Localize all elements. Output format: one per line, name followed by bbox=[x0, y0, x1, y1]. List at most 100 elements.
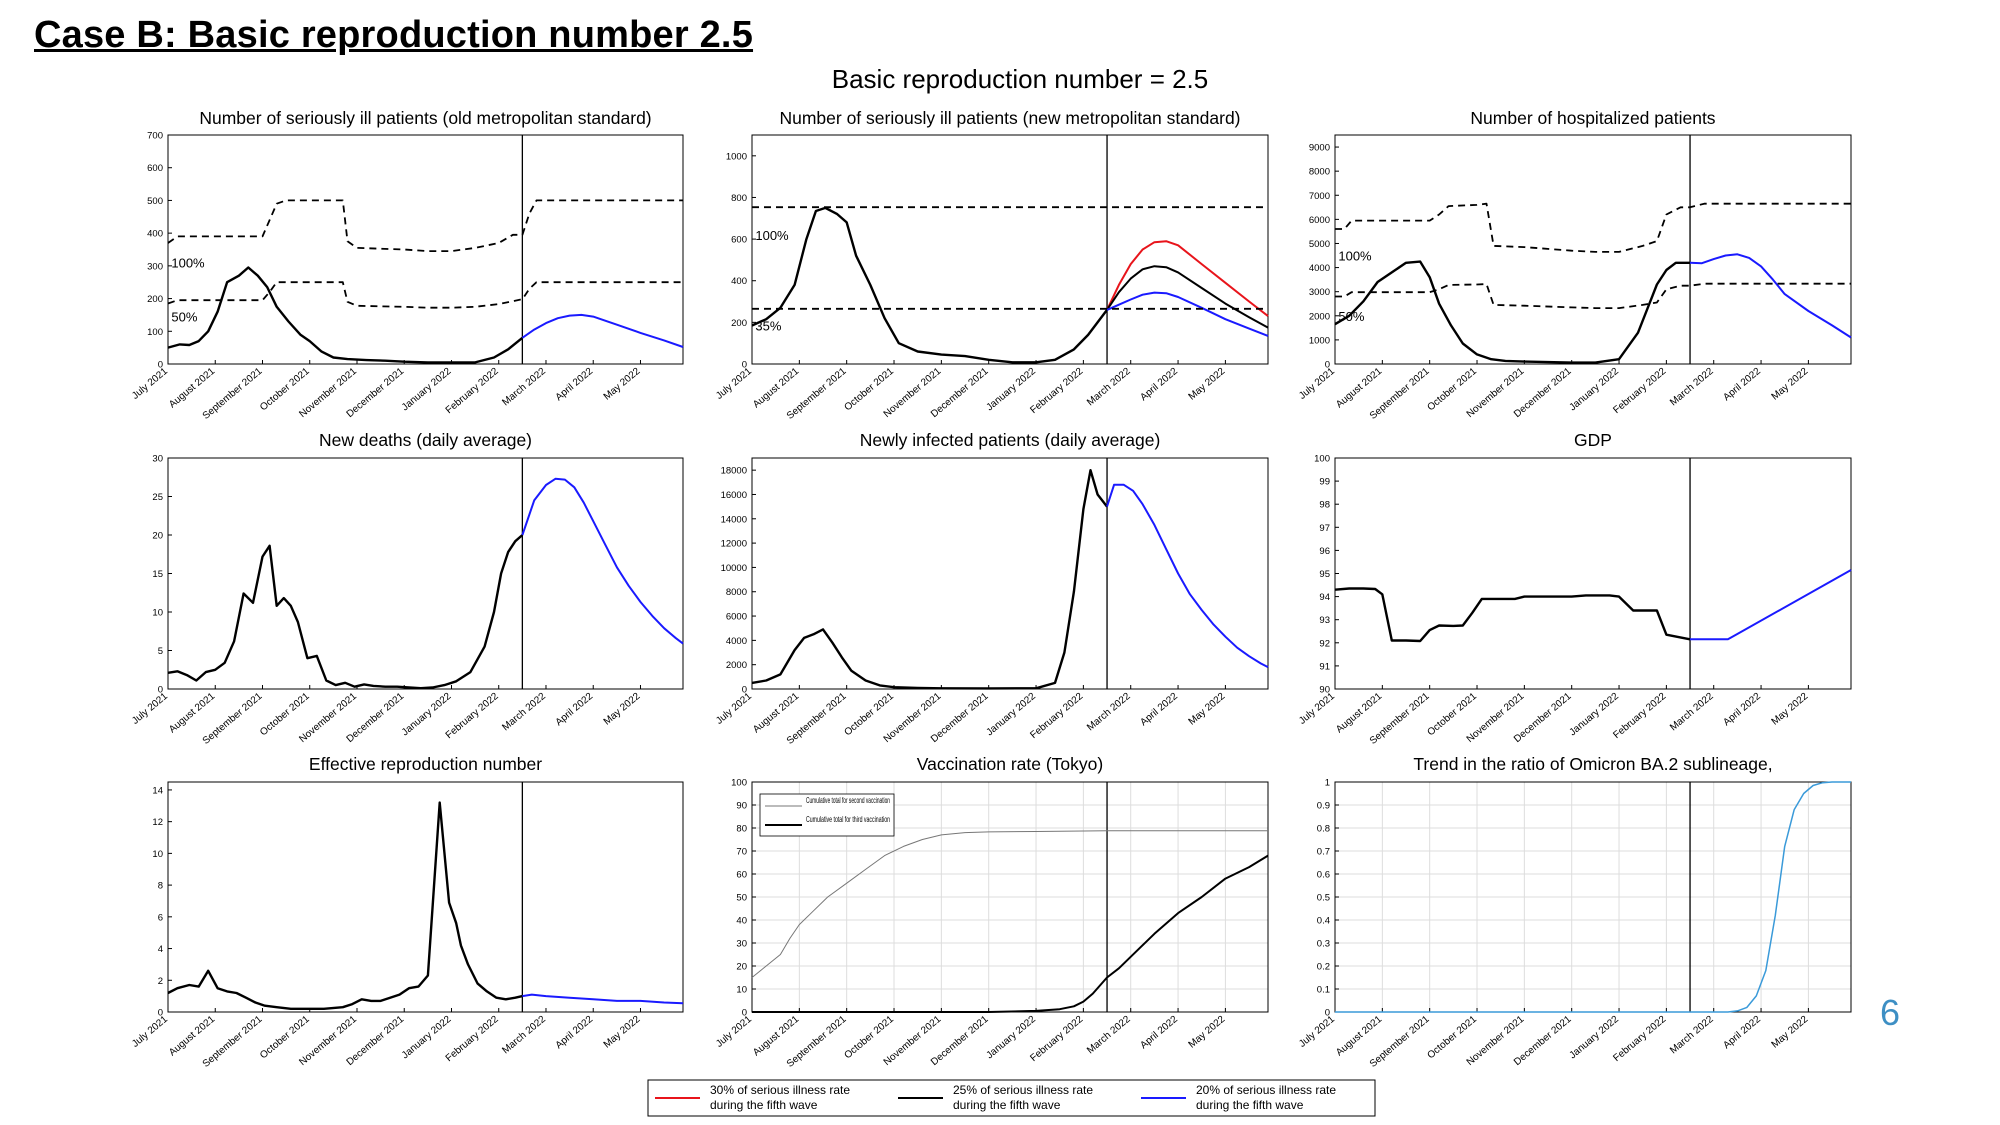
y-tick-label: 2000 bbox=[726, 660, 747, 671]
y-tick-label: 98 bbox=[1319, 500, 1330, 511]
chart-title: New deaths (daily average) bbox=[319, 430, 532, 450]
y-tick-label: 80 bbox=[736, 824, 747, 835]
x-tick-label: May 2022 bbox=[602, 366, 643, 403]
y-tick-label: 14000 bbox=[721, 514, 747, 525]
y-tick-label: 0 bbox=[1325, 1008, 1330, 1019]
y-tick-label: 8000 bbox=[1309, 167, 1330, 178]
threshold-annotation: 35% bbox=[755, 318, 781, 333]
y-tick-label: 600 bbox=[147, 163, 163, 174]
x-tick-label: March 2022 bbox=[1085, 691, 1133, 734]
series-threshold-50 bbox=[167, 281, 683, 309]
threshold-annotation: 100% bbox=[755, 228, 789, 243]
page-number: 6 bbox=[1880, 992, 1901, 1033]
y-tick-label: 97 bbox=[1319, 523, 1330, 534]
chart-title: Number of seriously ill patients (old me… bbox=[199, 108, 651, 128]
y-tick-label: 90 bbox=[736, 801, 747, 812]
y-tick-label: 700 bbox=[147, 131, 163, 142]
series-forecast-20 bbox=[1690, 569, 1852, 641]
y-tick-label: 99 bbox=[1319, 477, 1330, 488]
y-tick-label: 90 bbox=[1319, 685, 1330, 696]
x-tick-label: March 2022 bbox=[1085, 366, 1133, 409]
chart-title: Newly infected patients (daily average) bbox=[860, 430, 1161, 450]
x-tick-label: March 2022 bbox=[500, 1014, 548, 1057]
y-tick-label: 12 bbox=[152, 817, 163, 828]
y-tick-label: 100 bbox=[731, 778, 747, 789]
series-forecast-20 bbox=[1689, 253, 1852, 339]
y-tick-label: 5000 bbox=[1309, 239, 1330, 250]
x-tick-label: July 2021 bbox=[130, 1014, 170, 1050]
y-tick-label: 20 bbox=[152, 531, 163, 542]
x-tick-label: March 2022 bbox=[1668, 366, 1716, 409]
threshold-annotation: 50% bbox=[1338, 309, 1364, 324]
y-tick-label: 0.2 bbox=[1317, 962, 1330, 973]
plot-frame bbox=[167, 457, 684, 690]
series-forecast-30 bbox=[1106, 240, 1269, 317]
y-tick-label: 0 bbox=[742, 1008, 747, 1019]
y-tick-label: 16000 bbox=[721, 490, 747, 501]
y-tick-label: 10000 bbox=[721, 563, 747, 574]
chart-5: Newly infected patients (daily average) 0… bbox=[714, 430, 1269, 747]
chart-2: Number of seriously ill patients (new me… bbox=[714, 108, 1269, 422]
y-tick-label: 96 bbox=[1319, 546, 1330, 557]
y-tick-label: 0.6 bbox=[1317, 870, 1330, 881]
threshold-annotation: 100% bbox=[1338, 249, 1372, 264]
legend-label-line2: during the fifth wave bbox=[710, 1098, 818, 1112]
y-tick-label: 100 bbox=[147, 327, 163, 338]
chart-9: Trend in the ratio of Omicron BA.2 subli… bbox=[1297, 754, 1852, 1070]
chart-7: Effective reproduction number 0 2 4 6 8 10 12 14… bbox=[130, 754, 684, 1070]
chart-1: Number of seriously ill patients (old me… bbox=[130, 108, 684, 422]
y-tick-label: 0 bbox=[1325, 360, 1330, 371]
plot-frame bbox=[167, 781, 684, 1013]
x-tick-label: August 2021 bbox=[167, 366, 217, 411]
x-tick-label: July 2021 bbox=[714, 366, 754, 402]
chart-title: Number of hospitalized patients bbox=[1470, 108, 1715, 128]
y-tick-label: 30 bbox=[736, 939, 747, 950]
series-forecast-20 bbox=[522, 993, 684, 1005]
legend-label-line1: 20% of serious illness rate bbox=[1196, 1083, 1336, 1097]
x-tick-label: March 2022 bbox=[500, 366, 548, 409]
y-tick-label: 93 bbox=[1319, 615, 1330, 626]
y-tick-label: 0.7 bbox=[1317, 847, 1330, 858]
series-forecast-20 bbox=[1106, 291, 1269, 337]
chart-title: Vaccination rate (Tokyo) bbox=[917, 754, 1103, 774]
x-tick-label: March 2022 bbox=[1085, 1014, 1133, 1057]
plot-frame bbox=[751, 457, 1269, 690]
page-title: Case B: Basic reproduction number 2.5 bbox=[34, 14, 754, 56]
y-tick-label: 6 bbox=[158, 912, 163, 923]
y-tick-label: 95 bbox=[1319, 569, 1330, 580]
y-tick-label: 0.1 bbox=[1317, 985, 1330, 996]
y-tick-label: 1 bbox=[1325, 778, 1330, 789]
y-tick-label: 1000 bbox=[726, 151, 747, 162]
series-actual bbox=[751, 469, 1108, 690]
y-tick-label: 91 bbox=[1319, 661, 1330, 672]
y-tick-label: 600 bbox=[731, 235, 747, 246]
inner-legend-label: Cumulative total for second vaccination bbox=[806, 795, 890, 805]
series-forecast-20 bbox=[521, 313, 684, 348]
x-tick-label: May 2022 bbox=[1770, 1014, 1811, 1051]
series-threshold-50 bbox=[1335, 282, 1851, 310]
x-tick-label: August 2021 bbox=[1334, 366, 1384, 411]
y-tick-label: 25 bbox=[152, 492, 163, 503]
y-tick-label: 100 bbox=[1314, 454, 1330, 465]
y-tick-label: 0 bbox=[742, 360, 747, 371]
x-tick-label: April 2022 bbox=[1138, 366, 1180, 404]
x-tick-label: March 2022 bbox=[1668, 1014, 1716, 1057]
x-tick-label: April 2022 bbox=[1721, 691, 1763, 729]
series-actual bbox=[167, 266, 524, 364]
y-tick-label: 12000 bbox=[721, 539, 747, 550]
y-tick-label: 10 bbox=[736, 985, 747, 996]
x-tick-label: July 2021 bbox=[1297, 691, 1337, 727]
chart-title: Number of seriously ill patients (new me… bbox=[779, 108, 1240, 128]
y-tick-label: 400 bbox=[147, 229, 163, 240]
y-tick-label: 0 bbox=[158, 1008, 163, 1019]
series-forecast-20 bbox=[521, 477, 684, 645]
y-tick-label: 10 bbox=[152, 849, 163, 860]
bottom-legend-box bbox=[647, 1079, 1376, 1117]
y-tick-label: 1000 bbox=[1309, 335, 1330, 346]
series-third-vaccination bbox=[752, 854, 1269, 1013]
series-threshold-100 bbox=[1335, 202, 1851, 253]
plot-frame bbox=[167, 134, 684, 365]
x-tick-label: April 2022 bbox=[554, 366, 596, 404]
y-tick-label: 4000 bbox=[1309, 263, 1330, 274]
